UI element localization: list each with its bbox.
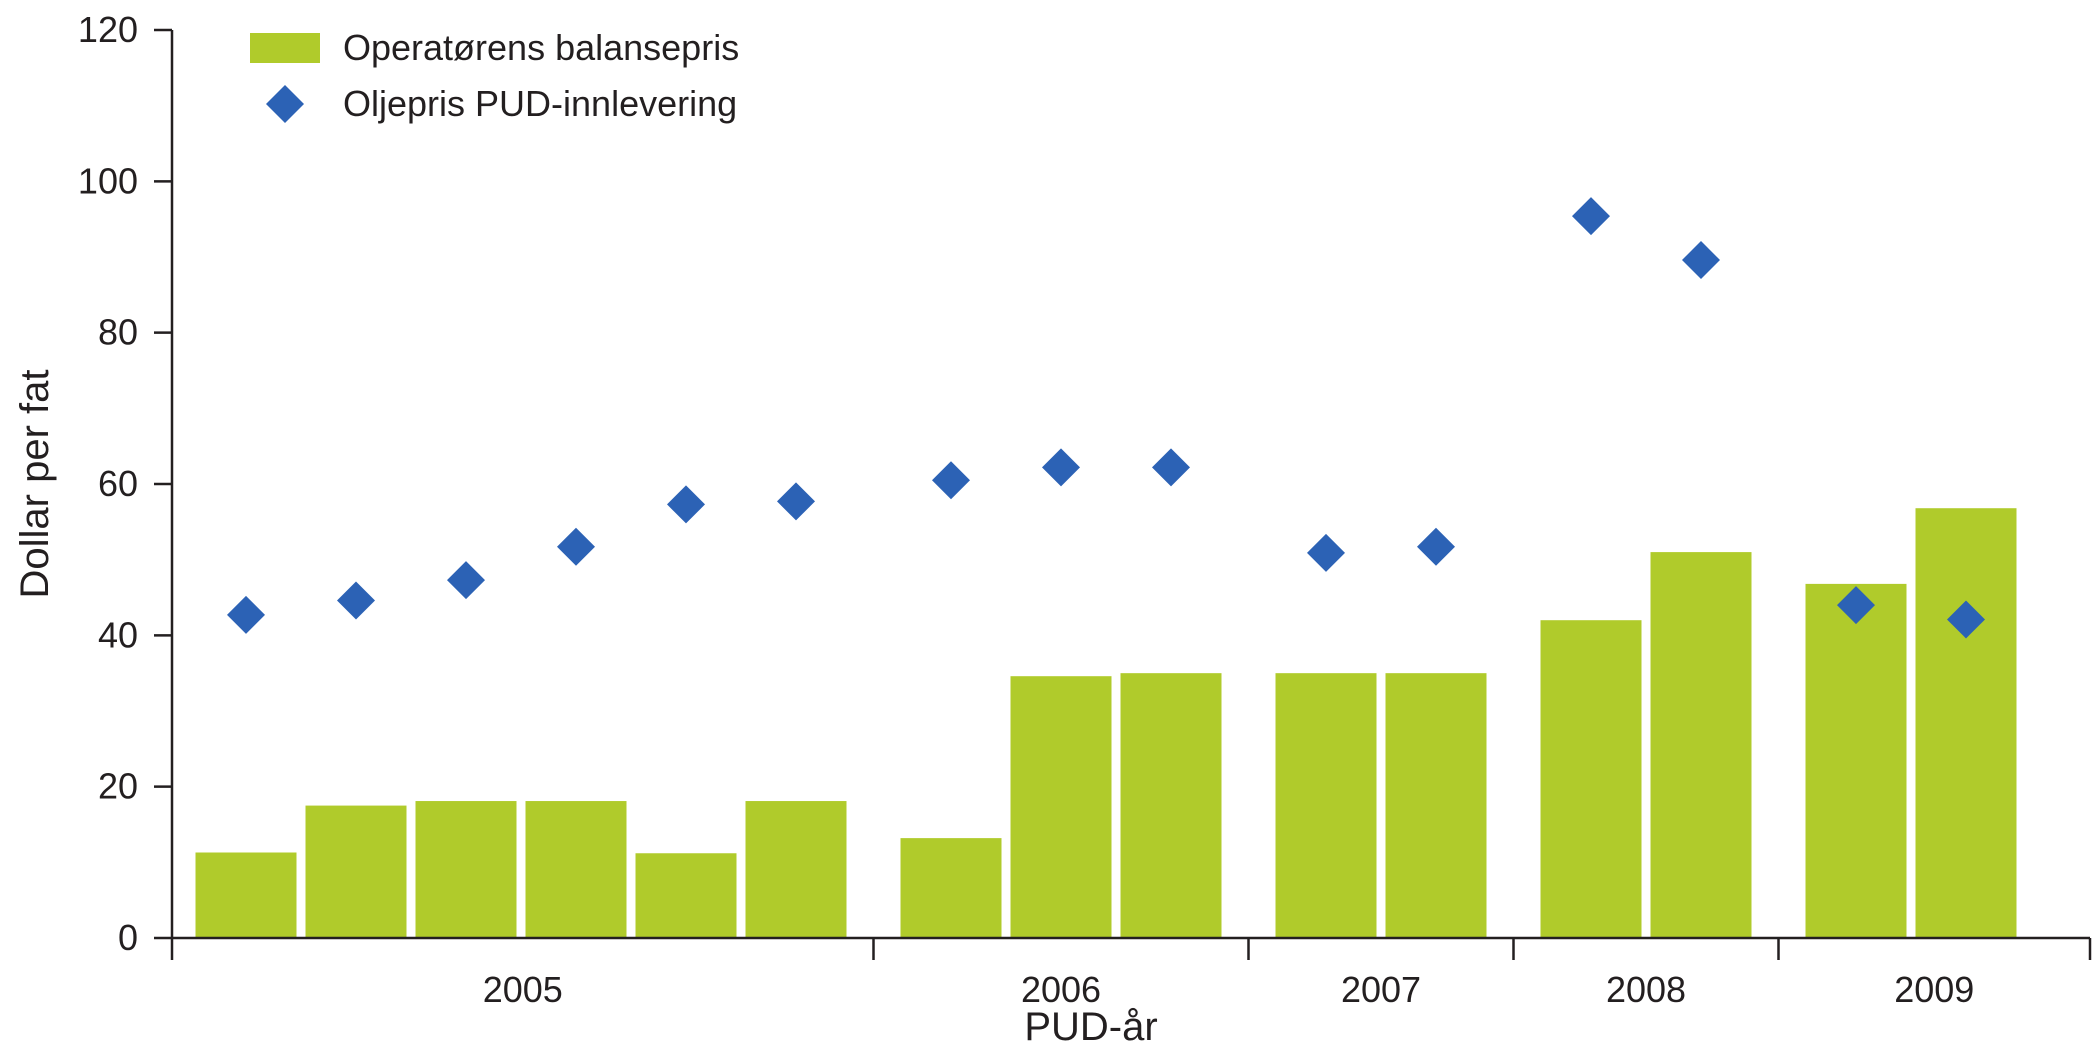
x-tick-label: 2005 bbox=[483, 969, 563, 1010]
legend-label: Oljepris PUD-innlevering bbox=[343, 83, 737, 124]
scatter-point bbox=[777, 482, 815, 521]
legend: Operatørens balansepris Oljepris PUD-innl… bbox=[250, 27, 739, 124]
scatter-point bbox=[1572, 197, 1610, 236]
bar bbox=[1915, 508, 2017, 938]
x-tick-label: 2008 bbox=[1606, 969, 1686, 1010]
x-tick-label: 2006 bbox=[1021, 969, 1101, 1010]
bar bbox=[1805, 583, 1907, 938]
scatter-point bbox=[667, 485, 705, 524]
bar bbox=[195, 852, 297, 938]
y-tick-label: 100 bbox=[78, 160, 138, 201]
bar bbox=[635, 853, 737, 938]
y-tick-label: 80 bbox=[98, 312, 138, 353]
axes: 0 20 40 60 80 100 120 2005 2006 2007 2008 2009 PUD-å… bbox=[13, 9, 2092, 1049]
bar bbox=[745, 801, 847, 938]
bar bbox=[415, 801, 517, 938]
y-tick-label: 120 bbox=[78, 9, 138, 50]
bar bbox=[1540, 620, 1642, 938]
legend-swatch-diamond bbox=[266, 85, 304, 123]
x-axis-title: PUD-år bbox=[1024, 1005, 1157, 1049]
bar bbox=[1010, 676, 1112, 938]
y-tick-label: 40 bbox=[98, 614, 138, 655]
scatter-point bbox=[1152, 448, 1190, 487]
scatter-point bbox=[227, 595, 265, 634]
y-tick-label: 0 bbox=[118, 917, 138, 958]
scatter-point bbox=[1682, 241, 1720, 280]
bar-series bbox=[195, 508, 2017, 938]
y-tick-label: 60 bbox=[98, 463, 138, 504]
scatter-point bbox=[1947, 600, 1985, 639]
bar bbox=[525, 801, 627, 938]
scatter-point bbox=[932, 461, 970, 500]
scatter-point bbox=[1307, 533, 1345, 572]
bar bbox=[305, 805, 407, 938]
bar bbox=[1385, 673, 1487, 938]
bar bbox=[1650, 552, 1752, 938]
scatter-point bbox=[1042, 448, 1080, 487]
bar bbox=[1275, 673, 1377, 938]
legend-swatch-bar bbox=[250, 33, 320, 63]
x-tick-label: 2007 bbox=[1341, 969, 1421, 1010]
bar bbox=[900, 838, 1002, 938]
scatter-point bbox=[337, 581, 375, 620]
y-tick-label: 20 bbox=[98, 766, 138, 807]
legend-label: Operatørens balansepris bbox=[343, 27, 739, 68]
scatter-point bbox=[1417, 527, 1455, 566]
x-tick-label: 2009 bbox=[1894, 969, 1974, 1010]
y-axis-title: Dollar per fat bbox=[13, 370, 57, 599]
scatter-point bbox=[1837, 586, 1875, 625]
scatter-point bbox=[447, 561, 485, 600]
scatter-series bbox=[227, 197, 1985, 639]
scatter-point bbox=[557, 527, 595, 566]
bar bbox=[1120, 673, 1222, 938]
